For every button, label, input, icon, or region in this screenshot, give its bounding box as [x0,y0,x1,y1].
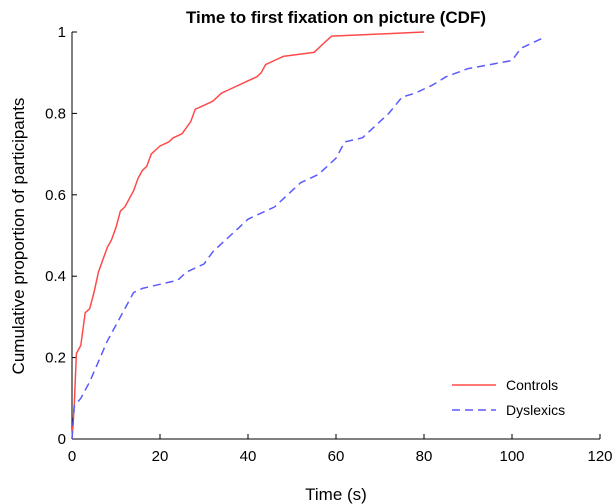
chart-title: Time to first fixation on picture (CDF) [186,8,486,27]
x-tick-label: 60 [328,448,345,465]
x-axis-label: Time (s) [305,485,367,504]
x-tick-label: 20 [152,448,169,465]
x-axis-ticks: 0 20 40 60 80 100 120 [68,434,613,465]
y-tick-label: 0.2 [45,350,66,367]
x-tick-label: 40 [240,448,257,465]
series-layer [71,31,544,440]
y-axis-ticks: 0 0.2 0.4 0.6 0.8 1 [45,24,77,448]
series-line-controls [71,31,425,440]
legend-label-controls: Controls [506,377,558,393]
plot-area: 0 20 40 60 80 100 120 0 0.2 0.4 0.6 0.8 1 [45,24,612,465]
x-tick-label: 120 [587,448,612,465]
y-tick-label: 0.6 [45,187,66,204]
x-tick-label: 100 [499,448,524,465]
y-axis-label: Cumulative proportion of participants [9,98,28,375]
series-line-dyslexics [71,37,544,440]
legend-label-dyslexics: Dyslexics [506,402,565,418]
legend: Controls Dyslexics [452,377,565,418]
x-tick-label: 0 [68,448,76,465]
y-tick-label: 0.4 [45,268,66,285]
x-tick-label: 80 [416,448,433,465]
y-tick-label: 0.8 [45,105,66,122]
y-tick-label: 1 [58,24,66,41]
y-tick-label: 0 [58,431,66,448]
